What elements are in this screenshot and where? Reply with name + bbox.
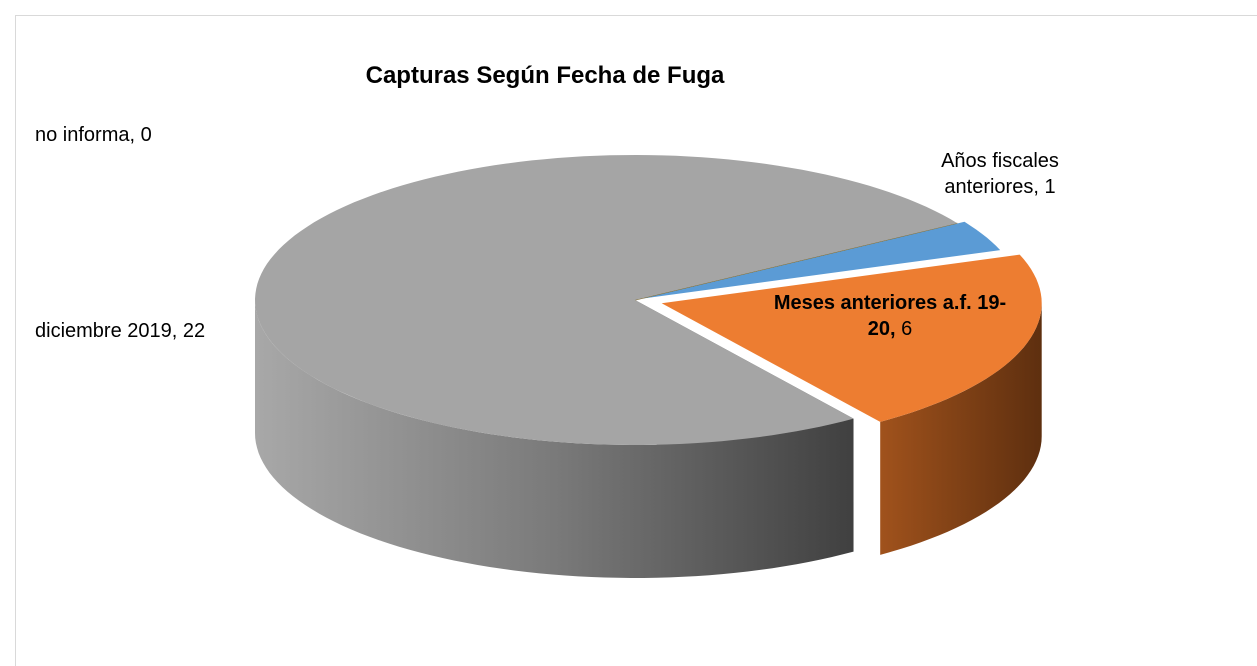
- chart-border: [15, 15, 1257, 666]
- slice: [255, 155, 958, 445]
- data-label: Meses anteriores a.f. 19-20, 6: [770, 290, 1010, 342]
- data-label: no informa, 0: [35, 122, 335, 148]
- label-category: Años fiscales anteriores: [941, 150, 1059, 198]
- slice-side: [255, 300, 854, 578]
- label-separator: ,: [1033, 176, 1045, 198]
- label-separator: ,: [171, 320, 183, 342]
- label-value: 22: [182, 320, 206, 342]
- label-separator: ,: [129, 124, 141, 146]
- label-value: 0: [140, 124, 152, 146]
- data-label: diciembre 2019, 22: [35, 318, 335, 344]
- label-category: diciembre 2019: [35, 320, 172, 342]
- chart-title: Capturas Según Fecha de Fuga: [365, 62, 725, 89]
- label-separator: ,: [890, 318, 902, 340]
- slice: [661, 254, 1042, 422]
- data-label: Años fiscales anteriores, 1: [900, 148, 1100, 200]
- slice: [642, 221, 1001, 299]
- slice-side: [880, 303, 1042, 555]
- label-value: 6: [901, 318, 913, 340]
- label-category: no informa: [35, 124, 130, 146]
- label-category: Meses anteriores a.f. 19-20: [773, 292, 1007, 340]
- label-value: 1: [1044, 176, 1056, 198]
